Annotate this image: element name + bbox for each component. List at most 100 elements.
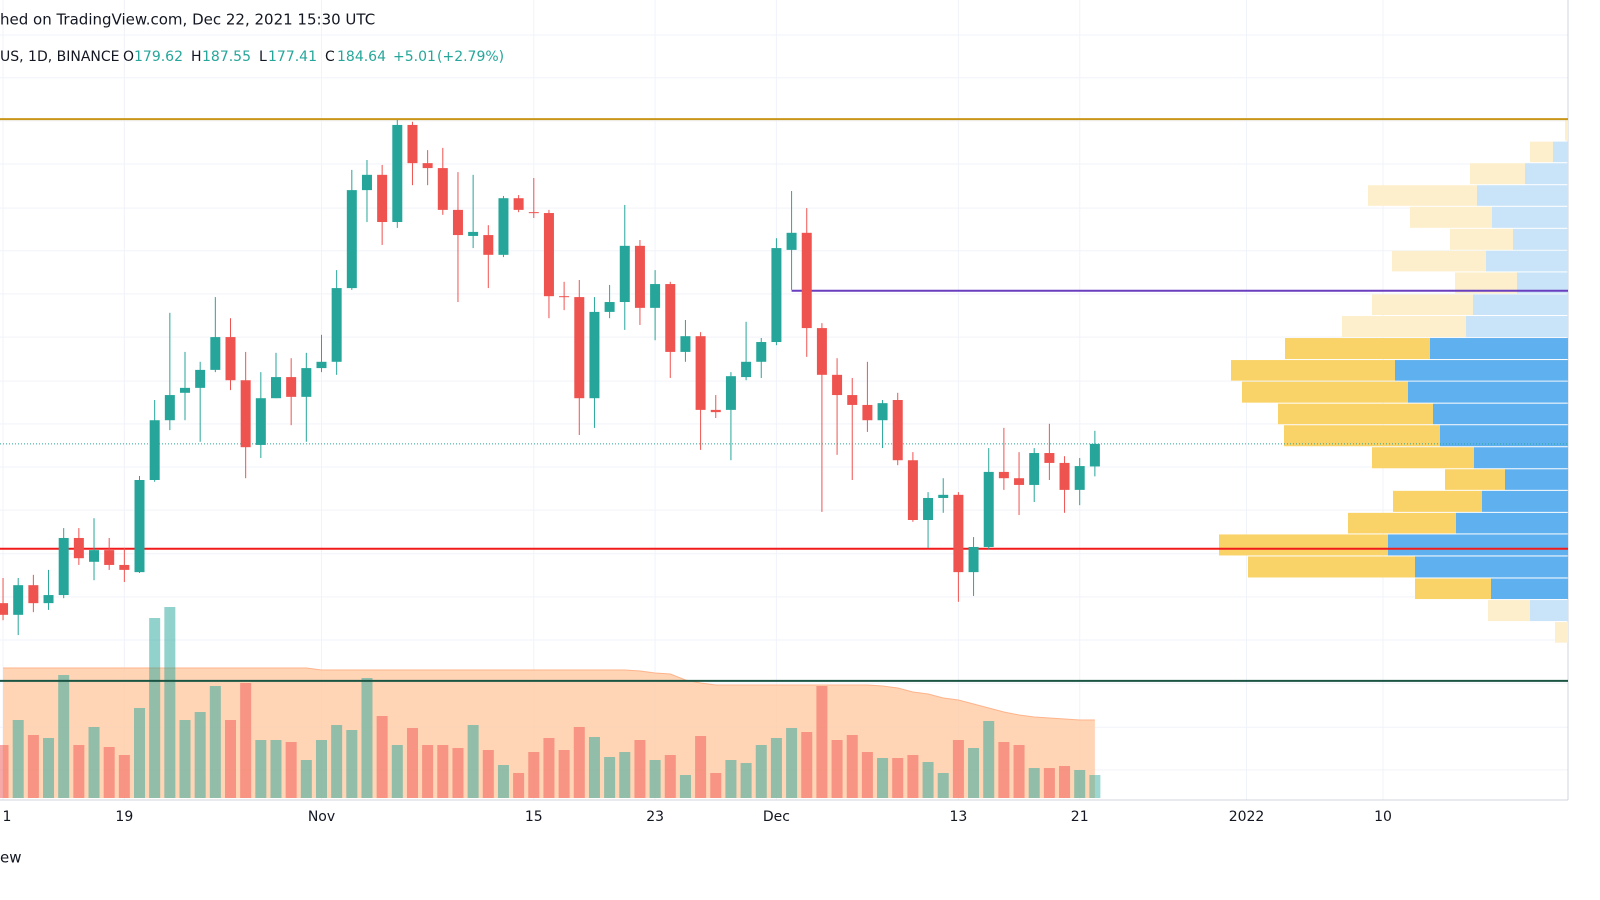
profile-up: [1505, 469, 1568, 490]
candle-body: [1059, 462, 1070, 490]
plot: 1 19 Nov 15 23 Dec 13 21 2022 10: [0, 0, 1569, 825]
profile-down: [1342, 316, 1466, 338]
volume-bar: [285, 742, 297, 798]
profile-up: [1408, 381, 1568, 403]
volume-bar: [740, 763, 752, 798]
candle-body: [968, 546, 979, 573]
candle-body: [574, 297, 585, 399]
ohlc-value: 179.62: [134, 49, 183, 65]
candle-body: [650, 284, 661, 308]
candle-body: [73, 537, 84, 559]
x-tick-label: 2022: [1229, 809, 1265, 825]
x-tick-label: 15: [525, 809, 543, 825]
ohlc-label: L: [259, 49, 267, 65]
profile-down: [1284, 425, 1440, 447]
volume-bar: [922, 762, 934, 798]
candle-body: [377, 174, 388, 223]
volume-bar: [315, 740, 327, 798]
profile-down: [1372, 294, 1473, 316]
x-tick-label: Dec: [763, 809, 790, 825]
volume-bar: [422, 745, 434, 798]
profile-down: [1219, 534, 1388, 556]
candle-body: [316, 361, 327, 369]
profile-up: [1395, 360, 1568, 381]
profile-up: [1513, 228, 1568, 250]
candle-body: [634, 245, 645, 308]
volume-bar: [240, 683, 252, 798]
candle-body: [195, 369, 206, 388]
candle-body: [392, 124, 403, 223]
volume-bar: [346, 730, 358, 798]
profile-down: [1393, 490, 1482, 512]
volume-bar: [1089, 775, 1101, 798]
volume-bar: [482, 750, 494, 798]
profile-down: [1445, 469, 1505, 490]
volume-bar: [88, 727, 100, 798]
candle-body: [498, 198, 509, 255]
profile-down: [1415, 578, 1491, 600]
profile-down: [1368, 185, 1477, 206]
volume-bar: [300, 760, 312, 798]
candle-body: [923, 497, 934, 520]
symbol: US, 1D, BINANCE: [0, 49, 120, 65]
profile-up: [1388, 534, 1568, 556]
profile-down: [1455, 272, 1517, 294]
ohlc-value: 187.55: [202, 49, 251, 65]
candle-body: [619, 245, 630, 303]
candle-body: [119, 564, 130, 570]
volume-bar: [831, 740, 843, 798]
profile-up: [1482, 490, 1568, 512]
volume-bar: [573, 727, 585, 798]
candle-body: [756, 342, 767, 362]
profile-down: [1372, 447, 1474, 469]
volume-bar: [619, 752, 631, 798]
candle-body: [240, 380, 251, 448]
profile-up: [1466, 316, 1568, 338]
volume-bar: [892, 758, 904, 798]
volume-bar: [861, 752, 873, 798]
candle-body: [741, 361, 752, 378]
volume-bar: [361, 678, 373, 798]
profile-up: [1553, 141, 1568, 163]
candle-body: [1029, 453, 1040, 485]
change: +5.01: [393, 49, 436, 65]
candle-body: [286, 377, 297, 397]
candle-body: [559, 296, 570, 298]
volume-bar: [270, 740, 282, 798]
profile-up: [1525, 163, 1568, 185]
profile-down: [1555, 622, 1568, 643]
volume-bar: [983, 721, 995, 798]
volume-bar: [907, 755, 919, 798]
volume-bar: [452, 748, 464, 798]
profile-down: [1450, 228, 1513, 250]
candle-body: [361, 174, 372, 191]
volume-bar: [634, 740, 646, 798]
candle-body: [331, 288, 342, 362]
candle-body: [0, 603, 9, 615]
profile-down: [1488, 600, 1530, 622]
profile-down: [1231, 360, 1395, 381]
candle-body: [164, 395, 175, 421]
candle-body: [528, 212, 539, 214]
candle-body: [710, 409, 721, 413]
candle-body: [998, 471, 1009, 479]
volume-bar: [695, 736, 707, 798]
volume-bar: [331, 725, 343, 798]
profile-down: [1242, 381, 1408, 403]
volume-bar: [1013, 745, 1025, 798]
candle-body: [847, 395, 858, 405]
profile-up: [1456, 512, 1568, 534]
candle-body: [13, 585, 24, 615]
candle-body: [210, 337, 221, 370]
candle-body: [58, 537, 69, 596]
profile-down: [1348, 512, 1456, 534]
candle-body: [1089, 443, 1100, 467]
candle-body: [180, 387, 191, 393]
profile-up: [1474, 447, 1568, 469]
volume-bar: [376, 716, 388, 798]
x-tick-label: 19: [115, 809, 133, 825]
x-tick-label: 23: [646, 809, 664, 825]
candle-body: [134, 480, 145, 573]
profile-down: [1278, 403, 1433, 425]
